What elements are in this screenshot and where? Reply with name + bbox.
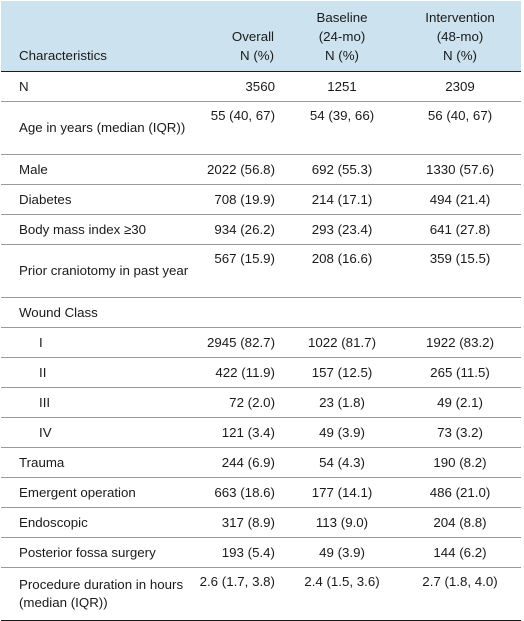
cell-baseline: 1251 — [285, 71, 399, 102]
cell-baseline: 157 (12.5) — [285, 357, 399, 388]
header-characteristics: Characteristics — [1, 1, 195, 72]
cell-overall: 72 (2.0) — [195, 387, 285, 418]
row-label: Male — [1, 154, 195, 185]
cell-intervention: 1330 (57.6) — [399, 154, 521, 185]
row-label: Posterior fossa surgery — [1, 537, 195, 568]
table-row: Endoscopic 317 (8.9) 113 (9.0) 204 (8.8) — [1, 507, 521, 538]
cell-baseline: 113 (9.0) — [285, 507, 399, 538]
table-row: Trauma 244 (6.9) 54 (4.3) 190 (8.2) — [1, 447, 521, 478]
table-row: Prior craniotomy in past year 567 (15.9)… — [1, 244, 521, 298]
table-row: N 3560 1251 2309 — [1, 71, 521, 102]
row-label: II — [1, 357, 195, 388]
table-row: Body mass index ≥30 934 (26.2) 293 (23.4… — [1, 214, 521, 245]
cell-intervention: 49 (2.1) — [399, 387, 521, 418]
table-row: Emergent operation 663 (18.6) 177 (14.1)… — [1, 477, 521, 508]
header-characteristics-label: Characteristics — [19, 48, 107, 63]
cell-overall: 2945 (82.7) — [195, 327, 285, 358]
cell-intervention: 73 (3.2) — [399, 417, 521, 448]
cell-intervention: 204 (8.8) — [399, 507, 521, 538]
table-row: Diabetes 708 (19.9) 214 (17.1) 494 (21.4… — [1, 184, 521, 215]
table-row: Age in years (median (IQR)) 55 (40, 67) … — [1, 101, 521, 155]
cell-baseline: 177 (14.1) — [285, 477, 399, 508]
cell-baseline: 49 (3.9) — [285, 417, 399, 448]
row-label: Prior craniotomy in past year — [1, 244, 195, 298]
cell-overall: 121 (3.4) — [195, 417, 285, 448]
cell-overall: 567 (15.9) — [195, 244, 285, 298]
cell-intervention: 359 (15.5) — [399, 244, 521, 298]
row-label: Endoscopic — [1, 507, 195, 538]
cell-intervention: 641 (27.8) — [399, 214, 521, 245]
table-row: II 422 (11.9) 157 (12.5) 265 (11.5) — [1, 357, 521, 388]
cell-overall: 934 (26.2) — [195, 214, 285, 245]
cell-baseline: 1022 (81.7) — [285, 327, 399, 358]
table-row: III 72 (2.0) 23 (1.8) 49 (2.1) — [1, 387, 521, 418]
cell-baseline: 214 (17.1) — [285, 184, 399, 215]
cell-baseline — [285, 297, 399, 328]
cell-baseline: 2.4 (1.5, 3.6) — [285, 567, 399, 621]
table-row: Male 2022 (56.8) 692 (55.3) 1330 (57.6) — [1, 154, 521, 185]
table-row: IV 121 (3.4) 49 (3.9) 73 (3.2) — [1, 417, 521, 448]
cell-overall: 663 (18.6) — [195, 477, 285, 508]
cell-overall: 193 (5.4) — [195, 537, 285, 568]
table-row-group-heading: Wound Class — [1, 297, 521, 328]
cell-overall: 708 (19.9) — [195, 184, 285, 215]
header-row: Characteristics Overall N (%) Baseline (… — [1, 1, 521, 72]
header-baseline-line1: Baseline — [316, 10, 368, 25]
table-row: Posterior fossa surgery 193 (5.4) 49 (3.… — [1, 537, 521, 568]
cell-intervention: 190 (8.2) — [399, 447, 521, 478]
cell-intervention: 2309 — [399, 71, 521, 102]
cell-overall: 244 (6.9) — [195, 447, 285, 478]
row-label: Procedure duration in hours (median (IQR… — [1, 567, 195, 621]
cell-baseline: 692 (55.3) — [285, 154, 399, 185]
cell-intervention: 486 (21.0) — [399, 477, 521, 508]
cell-intervention: 2.7 (1.8, 4.0) — [399, 567, 521, 621]
cell-baseline: 208 (16.6) — [285, 244, 399, 298]
cell-baseline: 49 (3.9) — [285, 537, 399, 568]
header-overall-line1: Overall — [231, 29, 274, 44]
row-label: Wound Class — [1, 297, 195, 328]
row-label: Body mass index ≥30 — [1, 214, 195, 245]
cell-overall: 55 (40, 67) — [195, 101, 285, 155]
header-intervention-line1: Intervention — [425, 10, 495, 25]
header-intervention-line2: (48-mo) — [436, 29, 484, 44]
header-overall-line2: N (%) — [240, 48, 274, 63]
cell-intervention: 494 (21.4) — [399, 184, 521, 215]
cell-baseline: 54 (39, 66) — [285, 101, 399, 155]
cell-baseline: 293 (23.4) — [285, 214, 399, 245]
table-row: I 2945 (82.7) 1022 (81.7) 1922 (83.2) — [1, 327, 521, 358]
row-label: IV — [1, 417, 195, 448]
cell-overall: 2022 (56.8) — [195, 154, 285, 185]
table-header: Characteristics Overall N (%) Baseline (… — [1, 1, 521, 72]
cell-overall — [195, 297, 285, 328]
table-row: Procedure duration in hours (median (IQR… — [1, 567, 521, 621]
cell-intervention: 144 (6.2) — [399, 537, 521, 568]
header-baseline-line2: (24-mo) — [318, 29, 366, 44]
cell-baseline: 54 (4.3) — [285, 447, 399, 478]
header-intervention-line3: N (%) — [443, 48, 477, 63]
table-body: N 3560 1251 2309 Age in years (median (I… — [1, 71, 521, 621]
row-label: Diabetes — [1, 184, 195, 215]
row-label: Emergent operation — [1, 477, 195, 508]
row-label: Trauma — [1, 447, 195, 478]
header-overall: Overall N (%) — [195, 1, 285, 72]
cell-overall: 2.6 (1.7, 3.8) — [195, 567, 285, 621]
cell-intervention — [399, 297, 521, 328]
header-baseline: Baseline (24-mo) N (%) — [285, 1, 399, 72]
cell-overall: 3560 — [195, 71, 285, 102]
cell-overall: 422 (11.9) — [195, 357, 285, 388]
row-label: III — [1, 387, 195, 418]
cell-overall: 317 (8.9) — [195, 507, 285, 538]
cell-baseline: 23 (1.8) — [285, 387, 399, 418]
cell-intervention: 56 (40, 67) — [399, 101, 521, 155]
row-label: Age in years (median (IQR)) — [1, 101, 195, 155]
cell-intervention: 1922 (83.2) — [399, 327, 521, 358]
cell-intervention: 265 (11.5) — [399, 357, 521, 388]
row-label: I — [1, 327, 195, 358]
header-baseline-line3: N (%) — [325, 48, 359, 63]
header-intervention: Intervention (48-mo) N (%) — [399, 1, 521, 72]
row-label: N — [1, 71, 195, 102]
